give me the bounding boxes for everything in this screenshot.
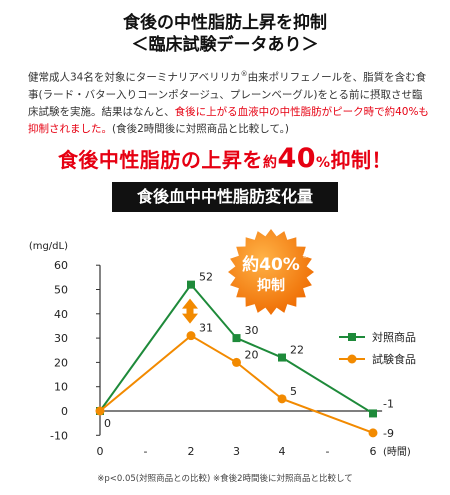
x-tick-label: 3 <box>233 445 240 458</box>
data-point <box>232 357 241 367</box>
data-label: -1 <box>383 397 394 410</box>
x-tick-label: 4 <box>279 445 286 458</box>
x-tick-label: 6 <box>370 445 377 458</box>
data-label: 31 <box>199 322 213 335</box>
page-subtitle: ＜臨床試験データあり＞ <box>131 35 319 55</box>
y-tick-label: 0 <box>61 405 68 418</box>
headline-approx: 約 <box>262 155 278 171</box>
x-axis-label: (時間) <box>383 446 411 458</box>
x-tick-label: - <box>144 445 148 458</box>
data-label: 5 <box>290 385 297 398</box>
intro-paragraph: 健常成人34名を対象にターミナリアベリリカ®由来ポリフェノールを、脂質を含む食事… <box>28 66 432 138</box>
headline-text-3: 抑制！ <box>330 148 393 172</box>
data-point <box>277 394 287 404</box>
series-line-1 <box>99 283 374 415</box>
data-label: -9 <box>383 427 394 440</box>
y-tick-label: 20 <box>54 356 68 369</box>
x-tick-label: 0 <box>97 445 104 458</box>
y-tick-label: 50 <box>54 284 68 297</box>
y-axis-label: (mg/dL) <box>29 241 68 252</box>
badge-line-1: 約40% <box>242 254 300 275</box>
page-title: 食後の中性脂肪上昇を抑制 <box>123 13 327 33</box>
y-tick-label: -10 <box>50 429 68 442</box>
headline-percent: % <box>316 155 331 171</box>
y-tick-label: 30 <box>54 332 68 345</box>
headline: 食後中性脂肪の上昇を約40%抑制！ <box>0 143 450 174</box>
badge-line-2: 抑制 <box>257 277 285 294</box>
headline-number: 40 <box>277 143 317 174</box>
registered-mark: ® <box>240 70 248 78</box>
data-point <box>95 406 105 416</box>
series-line-2 <box>99 334 374 434</box>
badge-mark: ※ <box>302 252 308 260</box>
reduction-badge <box>228 229 314 315</box>
x-tick-label: 2 <box>188 445 195 458</box>
data-point <box>186 331 196 341</box>
data-label: 52 <box>199 271 213 284</box>
data-label: 22 <box>290 344 304 357</box>
intro-highlight: 食後に上がる血液中の中性脂肪がピーク時で約40%も抑制されました。 <box>28 105 429 135</box>
footnote: ※p<0.05(対照商品との比較) ※食後2時間後に対照商品と比較して <box>97 474 353 484</box>
data-point <box>232 334 241 343</box>
data-label: 20 <box>245 348 259 361</box>
intro-text-2: 由来ポリフェノールを、脂質を含む食事(ラード・バター入りコーンポタージュ、プレー… <box>28 71 427 118</box>
y-tick-label: 40 <box>54 308 68 321</box>
difference-arrow-icon <box>182 298 198 324</box>
legend-marker <box>347 354 357 364</box>
legend-marker <box>348 333 356 341</box>
intro-text-3: (食後2時間後に対照商品と比較して。) <box>112 122 289 135</box>
y-tick-label: 10 <box>54 381 68 394</box>
data-label: 0 <box>104 417 111 430</box>
headline-text-1: 食後中性脂肪の上昇を <box>57 148 263 172</box>
legend-label: 対照商品 <box>372 330 416 344</box>
x-tick-label: - <box>326 445 330 458</box>
intro-text-1: 健常成人34名を対象にターミナリアベリリカ <box>28 71 241 84</box>
data-label: 30 <box>245 324 259 337</box>
data-point <box>278 353 286 362</box>
chart-banner: 食後血中中性脂肪変化量 <box>112 182 338 212</box>
y-tick-label: 60 <box>54 259 68 272</box>
data-point <box>187 280 195 289</box>
data-point <box>369 409 377 418</box>
legend-label: 試験食品 <box>372 352 416 366</box>
data-point <box>368 428 378 438</box>
